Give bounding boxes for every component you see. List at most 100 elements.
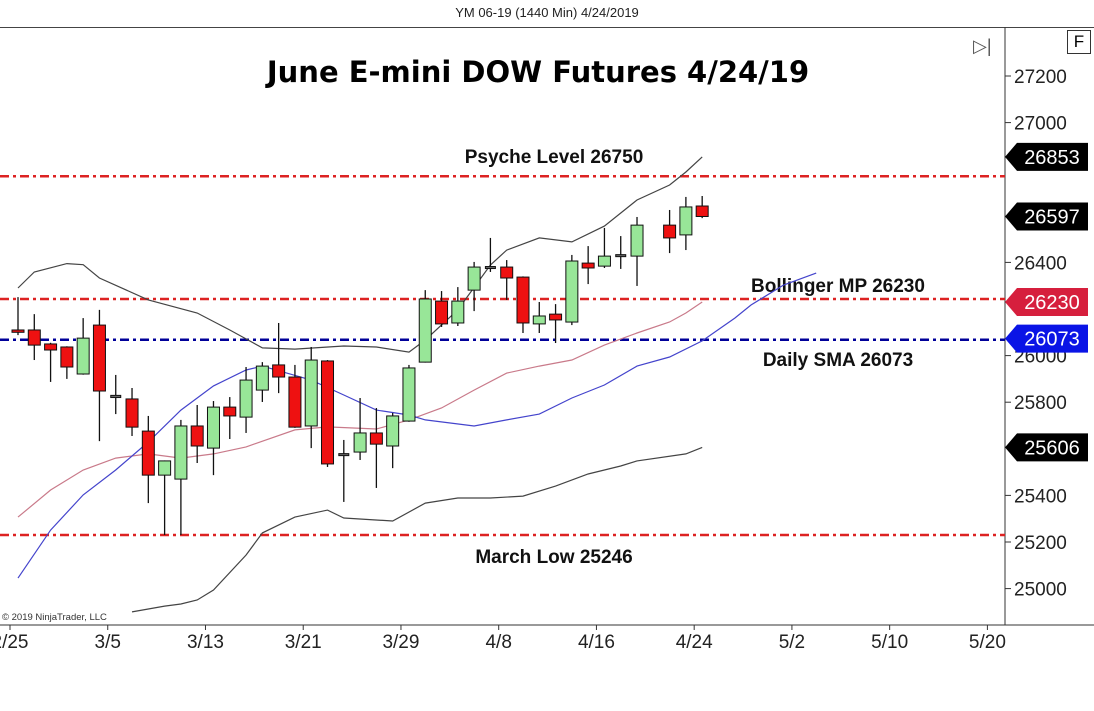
candle-body-up [418, 298, 432, 363]
candle-body-up [239, 379, 253, 418]
x-tick-label: 2/25 [0, 632, 28, 653]
candle-body-down [11, 329, 25, 333]
candle [484, 237, 496, 272]
candle [321, 360, 335, 467]
price-marker-tag [1005, 202, 1088, 231]
candle-body-down [44, 343, 58, 351]
y-tick-label: 25000 [1014, 580, 1067, 601]
candle-body-down [190, 425, 204, 447]
candle-body-down [581, 262, 595, 269]
candle [27, 314, 41, 361]
x-tick-label: 3/21 [285, 632, 322, 653]
candle-body-up [255, 365, 269, 391]
candle-body-down [223, 406, 237, 417]
y-tick-label: 27000 [1014, 114, 1067, 135]
candle-body-down [272, 364, 286, 378]
candle-body-doji [484, 266, 496, 270]
candle-body-down [288, 376, 302, 428]
candle [630, 216, 644, 286]
candle [60, 346, 74, 379]
candle-body-up [386, 415, 400, 447]
candle [695, 195, 709, 219]
candle [353, 398, 367, 460]
candle-body-up [679, 206, 693, 236]
candle [402, 364, 416, 422]
candle [467, 261, 481, 312]
candle-body-down [516, 276, 530, 324]
candle [500, 260, 514, 300]
y-tick-label: 26400 [1014, 253, 1067, 274]
x-tick-label: 4/8 [485, 632, 511, 653]
candle-body-down [695, 205, 709, 217]
candle-body-up [597, 255, 611, 267]
copyright-text: © 2019 NinjaTrader, LLC [2, 612, 107, 623]
candle [435, 291, 449, 327]
candle-body-up [76, 337, 90, 375]
level-annotation: March Low 25246 [475, 547, 632, 568]
y-tick-label: 25800 [1014, 393, 1067, 414]
candle-body-up [451, 300, 465, 324]
candle [369, 408, 383, 488]
candle [44, 342, 58, 382]
candle [141, 415, 155, 504]
level-annotation: Psyche Level 26750 [465, 147, 644, 168]
x-tick-label: 3/29 [382, 632, 419, 653]
candle [304, 346, 318, 449]
candle-body-down [27, 329, 41, 346]
price-marker-tag [1005, 142, 1088, 171]
y-tick-label: 25200 [1014, 533, 1067, 554]
candle [190, 404, 204, 464]
candle [597, 227, 611, 268]
price-marker-tag [1005, 324, 1088, 353]
candle [174, 419, 188, 536]
price-marker-value: 25606 [1024, 437, 1080, 459]
candle-body-up [630, 224, 644, 257]
level-annotation: Bollinger MP 26230 [751, 276, 925, 297]
f-button[interactable]: F [1067, 30, 1091, 54]
upper-band-line [17, 156, 703, 353]
price-marker: 26853 [1005, 142, 1088, 171]
price-marker-tag [1005, 433, 1088, 462]
price-marker-tag [1005, 288, 1088, 317]
y-tick-label: 25400 [1014, 486, 1067, 507]
candle-body-down [369, 432, 383, 445]
price-marker: 25606 [1005, 433, 1088, 462]
candle-body-down [321, 360, 335, 465]
x-tick-label: 5/2 [779, 632, 805, 653]
candle-body-down [125, 398, 139, 428]
candle-body-down [60, 346, 74, 368]
price-marker: 26073 [1005, 324, 1088, 353]
price-marker-value: 26230 [1024, 292, 1080, 314]
price-marker: 26597 [1005, 202, 1088, 231]
candle [565, 254, 579, 326]
x-tick-label: 5/10 [871, 632, 908, 653]
candle [532, 302, 546, 333]
candle-body-doji [110, 394, 122, 399]
candle [206, 401, 220, 476]
candle [338, 439, 350, 502]
x-tick-label: 4/24 [676, 632, 713, 653]
candle [581, 246, 595, 285]
candle-body-up [206, 406, 220, 449]
chart-title: June E-mini DOW Futures 4/24/19 [265, 55, 809, 89]
x-tick-label: 5/20 [969, 632, 1006, 653]
candle [92, 309, 106, 442]
scroll-to-end-icon[interactable]: ▷| [973, 36, 992, 56]
price-marker: 26230 [1005, 288, 1088, 317]
y-tick-label: 27200 [1014, 67, 1067, 88]
candle-body-down [92, 324, 106, 392]
candle-body-doji [338, 453, 350, 457]
candle [239, 367, 253, 433]
x-tick-label: 3/13 [187, 632, 224, 653]
price-marker-value: 26853 [1024, 147, 1080, 169]
candle [125, 387, 139, 436]
candle [386, 412, 400, 469]
candle-body-down [500, 266, 514, 279]
candle [679, 196, 693, 251]
level-annotation: Daily SMA 26073 [763, 350, 913, 371]
candle-body-up [353, 432, 367, 453]
candle [418, 290, 432, 363]
candle [549, 304, 563, 344]
